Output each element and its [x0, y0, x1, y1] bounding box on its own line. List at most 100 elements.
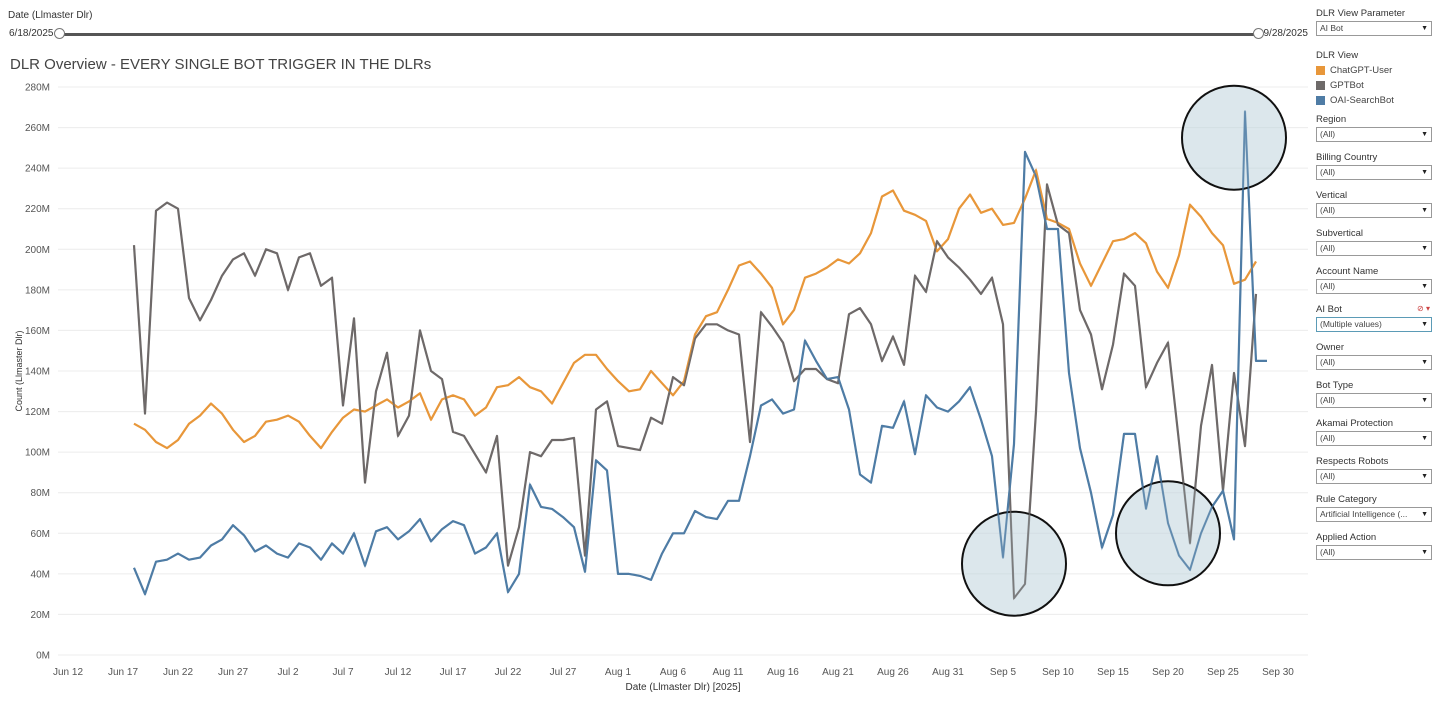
filter-select[interactable]: (All) ▼ — [1316, 431, 1432, 446]
filter-applied-action: Applied Action (All) ▼ — [1316, 532, 1432, 560]
filter-value: (All) — [1320, 433, 1336, 443]
x-tick-label: Jul 7 — [332, 667, 354, 678]
highlight-circle — [1181, 84, 1287, 191]
legend-item[interactable]: GPTBot — [1316, 78, 1432, 93]
filter-value: Artificial Intelligence (... — [1320, 509, 1408, 519]
chevron-down-icon: ▼ — [1421, 511, 1428, 518]
chevron-down-icon: ▼ — [1421, 435, 1428, 442]
x-tick-label: Aug 21 — [822, 667, 854, 678]
legend-label: OAI-SearchBot — [1330, 95, 1394, 106]
legend-label: ChatGPT-User — [1330, 65, 1393, 76]
chevron-down-icon: ▼ — [1421, 283, 1428, 290]
dlr-view-parameter-value: AI Bot — [1320, 23, 1344, 33]
series-line-gptbot — [132, 183, 1258, 600]
x-tick-label: Aug 31 — [932, 667, 964, 678]
filter-label: Respects Robots — [1316, 456, 1389, 467]
dlr-view-parameter-label: DLR View Parameter — [1316, 8, 1406, 19]
filter-ai-bot: AI Bot ⊘ ▾ (Multiple values) ▼ — [1316, 304, 1432, 332]
chevron-down-icon: ▼ — [1421, 207, 1428, 214]
filter-select[interactable]: (All) ▼ — [1316, 469, 1432, 484]
series-line-overlay — [133, 184, 1257, 601]
dlr-view-parameter-select[interactable]: AI Bot ▼ — [1316, 21, 1432, 36]
y-axis-label: Count (Llmaster Dlr) — [14, 330, 24, 411]
filter-select[interactable]: (All) ▼ — [1316, 355, 1432, 370]
filter-label: Region — [1316, 114, 1347, 125]
filter-label: Bot Type — [1316, 380, 1354, 391]
filter-bot-type: Bot Type (All) ▼ — [1316, 380, 1432, 408]
y-tick-label: 40M — [31, 569, 50, 580]
filter-rule-category: Rule Category Artificial Intelligence (..… — [1316, 494, 1432, 522]
y-tick-label: 60M — [31, 529, 50, 540]
filter-select[interactable]: Artificial Intelligence (... ▼ — [1316, 507, 1432, 522]
x-tick-label: Aug 16 — [767, 667, 799, 678]
filter-value: (All) — [1320, 547, 1336, 557]
filter-label: Applied Action — [1316, 532, 1377, 543]
filter-region: Region (All) ▼ — [1316, 114, 1432, 142]
chevron-down-icon: ▼ — [1421, 397, 1428, 404]
y-tick-label: 180M — [25, 285, 50, 296]
filter-select[interactable]: (All) ▼ — [1316, 279, 1432, 294]
series-line-overlay — [133, 111, 1267, 597]
filter-label: Account Name — [1316, 266, 1379, 277]
date-slider-start-handle[interactable] — [54, 28, 65, 39]
x-tick-label: Jun 27 — [218, 667, 248, 678]
y-tick-label: 240M — [25, 164, 50, 175]
x-tick-label: Sep 10 — [1042, 667, 1074, 678]
legend-item[interactable]: ChatGPT-User — [1316, 63, 1432, 78]
chevron-down-icon: ▼ — [1421, 25, 1428, 32]
chevron-down-icon: ▼ — [1421, 245, 1428, 252]
x-tick-label: Sep 30 — [1262, 667, 1294, 678]
filter-billing-country: Billing Country (All) ▼ — [1316, 152, 1432, 180]
y-tick-label: 280M — [25, 83, 50, 94]
x-tick-label: Sep 5 — [990, 667, 1017, 678]
date-filter-end: 9/28/2025 — [1263, 28, 1309, 39]
legend: DLR View ChatGPT-User GPTBot OAI-SearchBot — [1316, 50, 1432, 108]
x-tick-label: Sep 25 — [1207, 667, 1239, 678]
filter-select[interactable]: (All) ▼ — [1316, 203, 1432, 218]
y-tick-label: 0M — [36, 651, 50, 662]
y-tick-label: 120M — [25, 407, 50, 418]
filter-label: Rule Category — [1316, 494, 1377, 505]
x-tick-label: Aug 26 — [877, 667, 909, 678]
date-filter-start: 6/18/2025 — [9, 28, 54, 39]
filter-akamai-protection: Akamai Protection (All) ▼ — [1316, 418, 1432, 446]
filter-select[interactable]: (All) ▼ — [1316, 165, 1432, 180]
x-tick-label: Aug 6 — [660, 667, 687, 678]
clear-filter-icon[interactable]: ⊘ ▾ — [1417, 304, 1430, 313]
filter-select[interactable]: (Multiple values) ▼ — [1316, 317, 1432, 332]
filter-label: Vertical — [1316, 190, 1348, 201]
legend-title: DLR View — [1316, 50, 1359, 61]
x-tick-label: Jul 12 — [385, 667, 412, 678]
filter-value: (All) — [1320, 281, 1336, 291]
date-slider-end-handle[interactable] — [1253, 28, 1264, 39]
y-tick-label: 100M — [25, 448, 50, 459]
x-tick-label: Jul 2 — [277, 667, 299, 678]
x-tick-label: Aug 1 — [605, 667, 632, 678]
legend-swatch — [1316, 81, 1325, 90]
filter-select[interactable]: (All) ▼ — [1316, 393, 1432, 408]
date-slider-track[interactable] — [58, 33, 1260, 36]
date-range-filter: Date (Llmaster Dlr) 6/18/2025 9/28/2025 — [8, 6, 1308, 42]
y-tick-label: 20M — [31, 610, 50, 621]
x-tick-label: Jun 22 — [163, 667, 193, 678]
filter-value: (All) — [1320, 205, 1336, 215]
filter-select[interactable]: (All) ▼ — [1316, 127, 1432, 142]
x-tick-label: Jul 27 — [550, 667, 577, 678]
filter-label: Owner — [1316, 342, 1344, 353]
filter-value: (All) — [1320, 357, 1336, 367]
filter-select[interactable]: (All) ▼ — [1316, 545, 1432, 560]
filter-label: Billing Country — [1316, 152, 1378, 163]
chart-title: DLR Overview - EVERY SINGLE BOT TRIGGER … — [10, 56, 432, 73]
filter-select[interactable]: (All) ▼ — [1316, 241, 1432, 256]
series-line-overlay — [133, 167, 1257, 450]
filter-value: (All) — [1320, 167, 1336, 177]
chevron-down-icon: ▼ — [1421, 473, 1428, 480]
legend-item[interactable]: OAI-SearchBot — [1316, 93, 1432, 108]
filter-value: (All) — [1320, 243, 1336, 253]
filter-value: (All) — [1320, 395, 1336, 405]
filter-label: AI Bot — [1316, 304, 1342, 315]
filter-owner: Owner (All) ▼ — [1316, 342, 1432, 370]
y-tick-label: 220M — [25, 204, 50, 215]
x-tick-label: Jul 17 — [440, 667, 467, 678]
legend-label: GPTBot — [1330, 80, 1364, 91]
